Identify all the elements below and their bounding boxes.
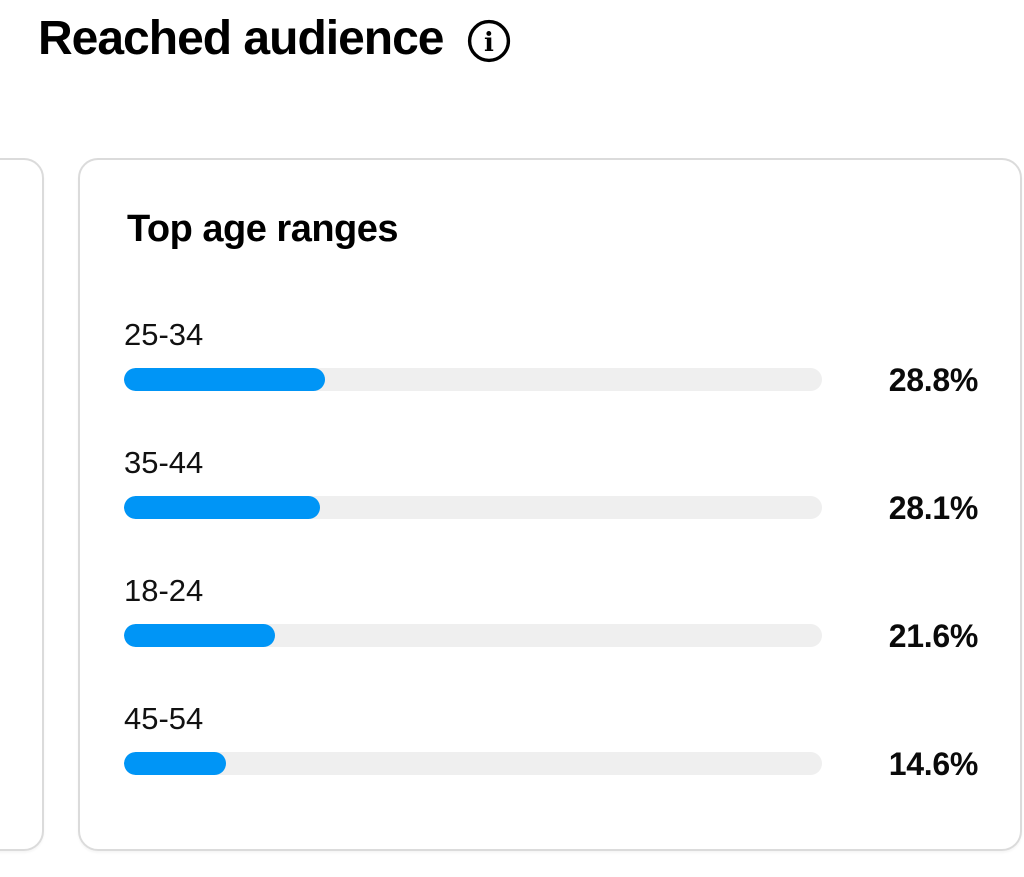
age-range-label: 18-24 — [124, 573, 204, 608]
bar-track — [124, 752, 822, 775]
percentage-value: 14.6% — [888, 746, 979, 782]
age-range-label: 35-44 — [124, 445, 204, 480]
carousel-card-previous[interactable] — [0, 158, 44, 851]
page-header: Reached audience i — [38, 10, 512, 68]
age-range-label: 25-34 — [124, 317, 204, 352]
age-range-label: 45-54 — [124, 701, 204, 736]
bar-fill — [124, 368, 326, 391]
bar-fill — [124, 624, 275, 647]
bar-fill — [124, 496, 321, 519]
percentage-value: 28.1% — [888, 490, 979, 526]
info-icon[interactable]: i — [466, 18, 512, 64]
card-title: Top age ranges — [127, 208, 399, 250]
bar-track — [124, 496, 822, 519]
top-age-ranges-card: Top age ranges 25-34 28.8% 35-44 28.1% 1… — [78, 158, 1022, 851]
age-range-row: 18-24 21.6% — [80, 568, 1020, 678]
page-title: Reached audience — [38, 12, 444, 65]
percentage-value: 28.8% — [888, 362, 979, 398]
age-range-row: 25-34 28.8% — [80, 312, 1020, 422]
percentage-value: 21.6% — [888, 618, 979, 654]
bar-track — [124, 368, 822, 391]
bar-fill — [124, 752, 226, 775]
age-range-row: 45-54 14.6% — [80, 696, 1020, 806]
bar-track — [124, 624, 822, 647]
svg-text:i: i — [484, 28, 494, 58]
age-range-row: 35-44 28.1% — [80, 440, 1020, 550]
